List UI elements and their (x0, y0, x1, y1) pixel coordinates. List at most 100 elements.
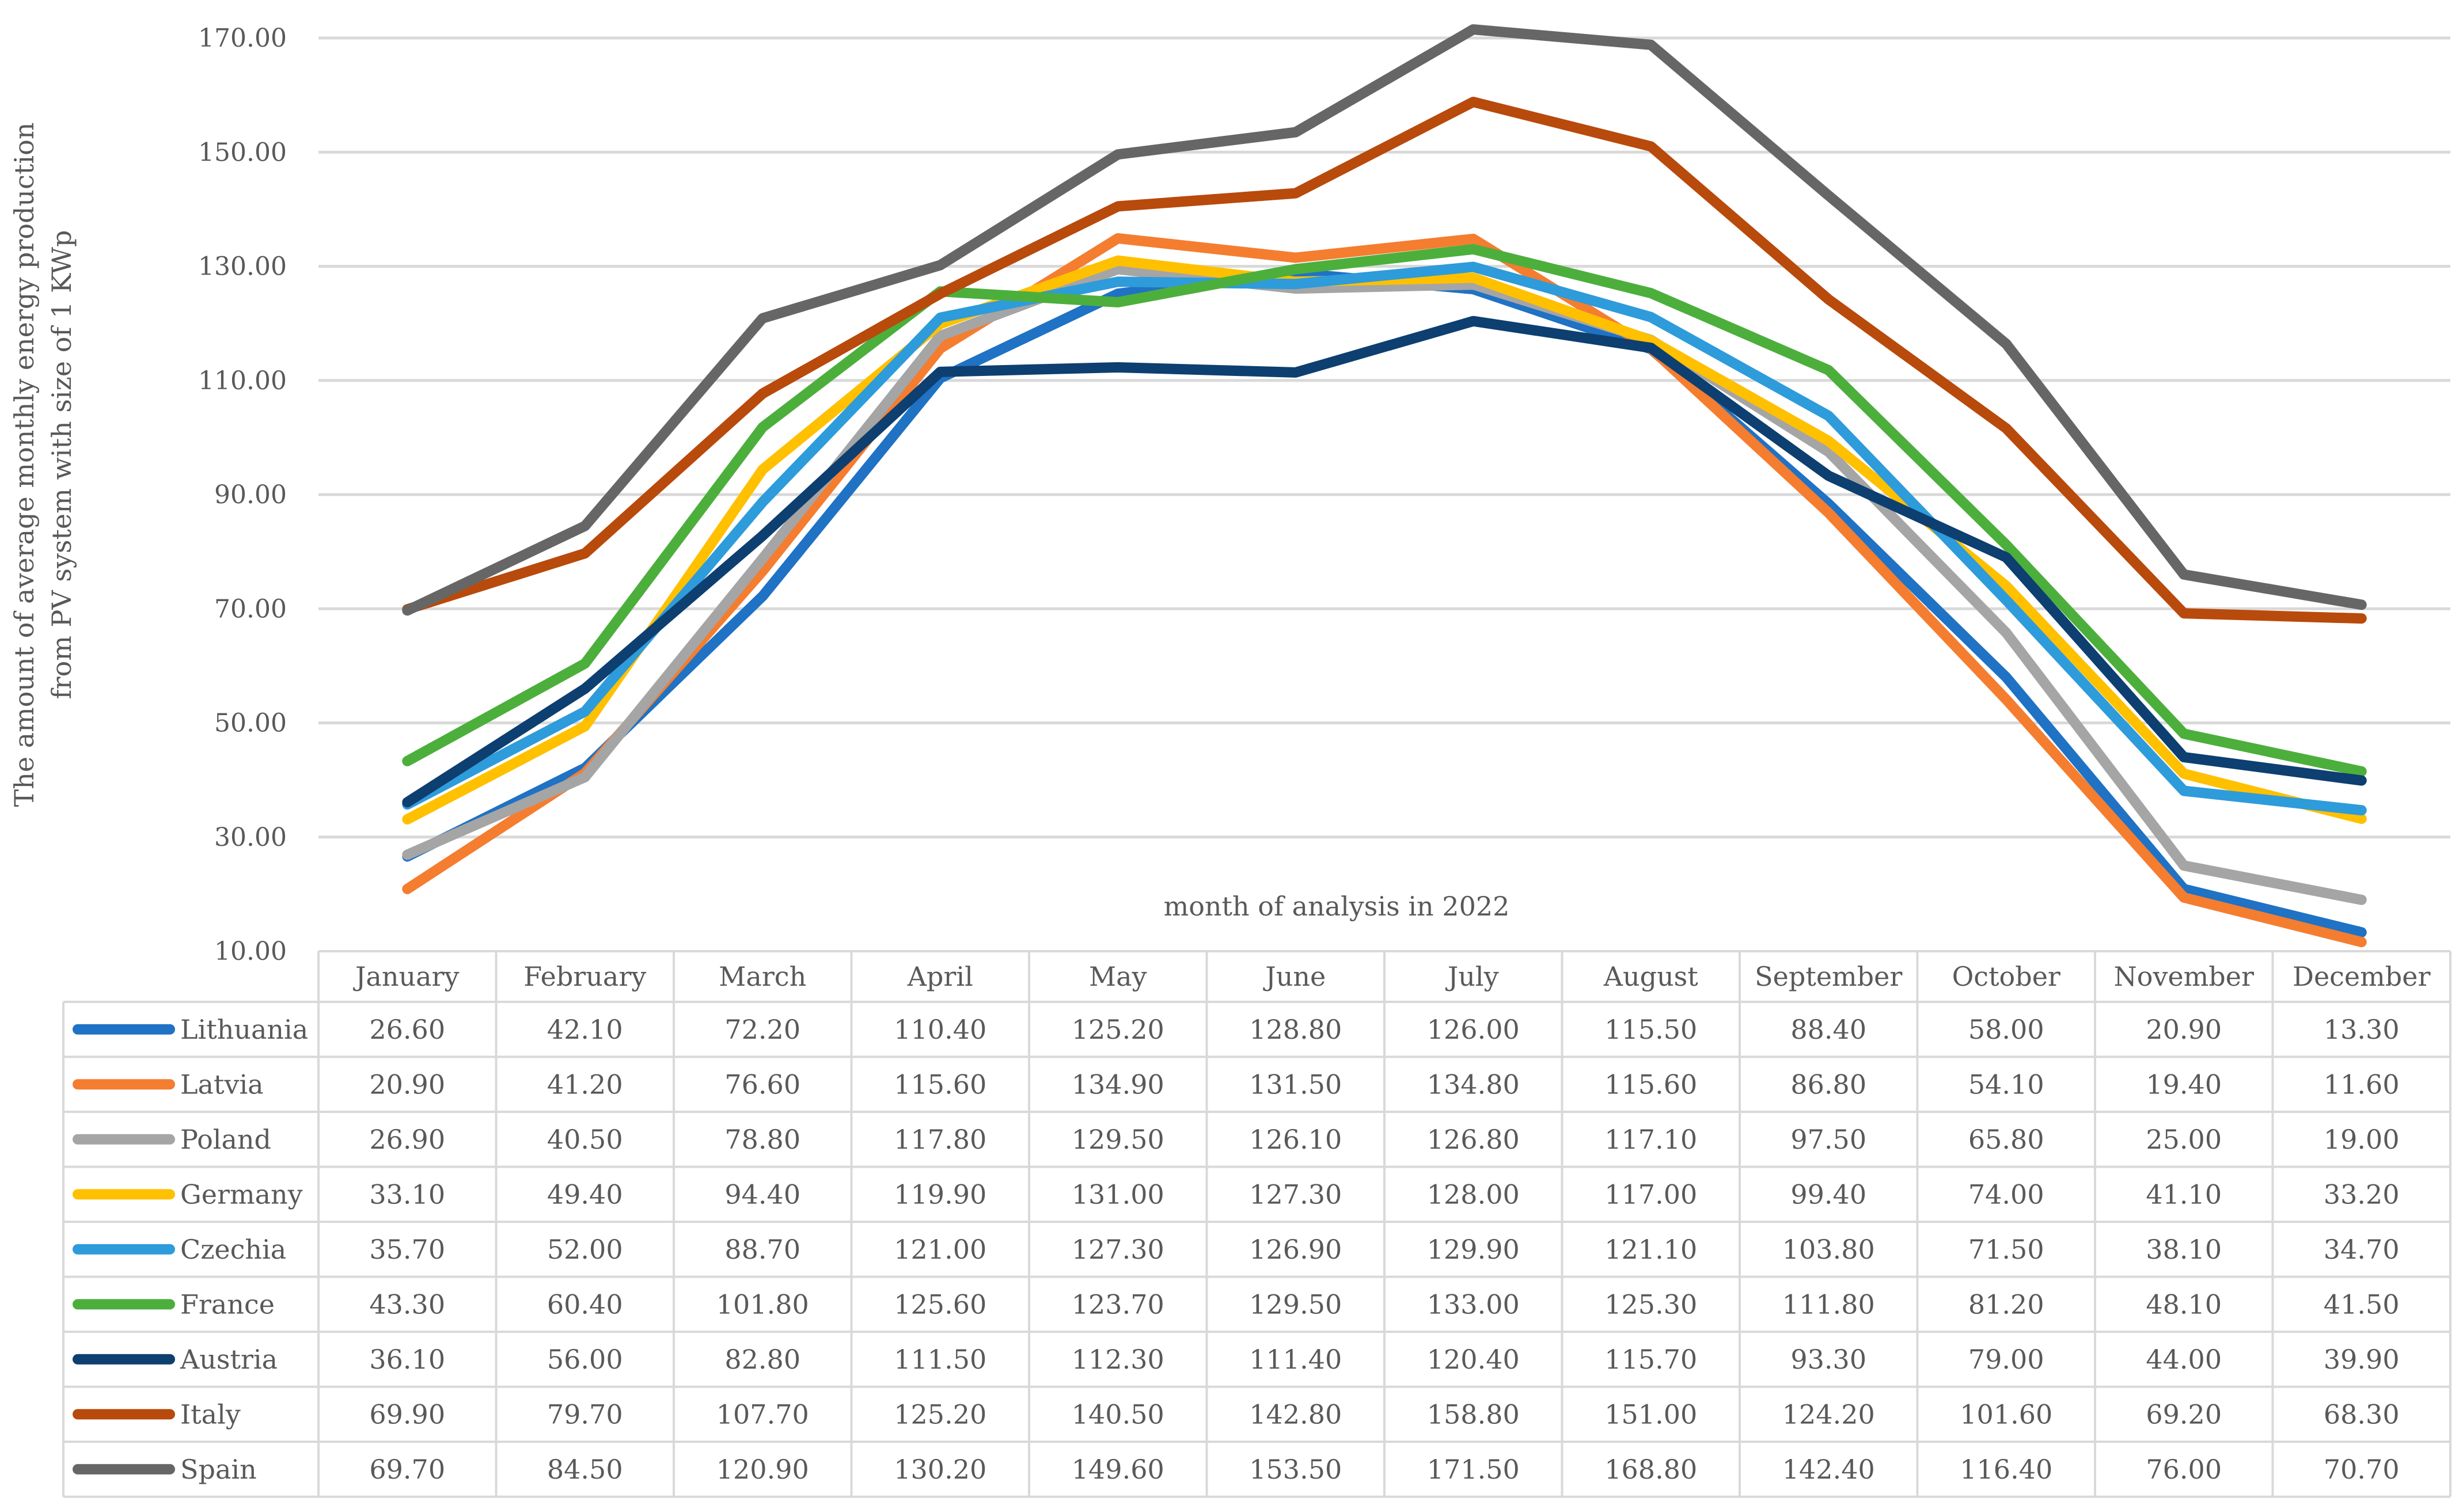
table-cell-value: 88.40 (1790, 1014, 1866, 1045)
table-cell-value: 129.90 (1427, 1234, 1520, 1265)
y-tick-label: 50.00 (214, 709, 287, 738)
table-cell-value: 71.50 (1968, 1234, 2044, 1265)
x-tick-label: March (719, 961, 806, 992)
table-cell-value: 103.80 (1782, 1234, 1875, 1265)
table-cell-value: 140.50 (1072, 1399, 1164, 1430)
table-cell-value: 168.80 (1604, 1454, 1697, 1485)
table-cell-value: 121.10 (1604, 1234, 1697, 1265)
table-cell-value: 134.90 (1072, 1069, 1164, 1100)
x-tick-label: September (1755, 961, 1902, 992)
table-cell-value: 52.00 (547, 1234, 623, 1265)
table-cell-value: 125.30 (1604, 1289, 1697, 1320)
table-cell-value: 131.50 (1249, 1069, 1342, 1100)
table-cell-value: 111.50 (894, 1344, 986, 1375)
data-table: January February March April May June July Augu… (62, 950, 2451, 1498)
y-axis-title: The amount of average monthly energy pro… (9, 123, 77, 807)
legend-label: Poland (180, 1124, 271, 1155)
legend-label: Austria (180, 1344, 278, 1375)
table-cell-value: 111.40 (1249, 1344, 1342, 1375)
x-tick-label: July (1445, 961, 1499, 992)
table-cell-value: 38.10 (2146, 1234, 2222, 1265)
y-axis-title-line: The amount of average monthly energy pro… (9, 123, 40, 807)
y-tick-label: 170.00 (198, 24, 287, 53)
series-lines (402, 24, 2367, 948)
series-line-lithuania (402, 268, 2367, 938)
table-cell-value: 142.80 (1249, 1399, 1342, 1430)
table-cell-value: 110.40 (894, 1014, 986, 1045)
x-axis-title: month of analysis in 2022 (1164, 891, 1510, 922)
series-line-czechia (402, 261, 2367, 816)
table-cell-value: 49.40 (547, 1179, 623, 1210)
table-cell-value: 58.00 (1968, 1014, 2044, 1045)
table-cell-value: 101.80 (716, 1289, 809, 1320)
x-tick-label: January (353, 961, 460, 992)
table-cell-value: 127.30 (1249, 1179, 1342, 1210)
y-tick-label: 90.00 (214, 480, 287, 510)
table-cell-value: 117.10 (1604, 1124, 1697, 1155)
table-cell-value: 84.50 (547, 1454, 623, 1485)
table-cell-value: 93.30 (1790, 1344, 1866, 1375)
y-tick-label: 10.00 (214, 937, 287, 966)
table-cell-value: 79.70 (547, 1399, 623, 1430)
table-cell-value: 79.00 (1968, 1344, 2044, 1375)
table-cell-value: 133.00 (1427, 1289, 1520, 1320)
table-cell-value: 69.90 (369, 1399, 445, 1430)
table-cell-value: 115.60 (1604, 1069, 1697, 1100)
table-cell-value: 123.70 (1072, 1289, 1164, 1320)
table-cell-value: 69.20 (2146, 1399, 2222, 1430)
table-cell-value: 40.50 (547, 1124, 623, 1155)
table-cell-value: 124.20 (1782, 1399, 1875, 1430)
table-cell-value: 125.60 (894, 1289, 986, 1320)
table-cell-value: 36.10 (369, 1344, 445, 1375)
table-cell-value: 39.90 (2324, 1344, 2400, 1375)
series-line-italy (402, 97, 2367, 624)
table-cell-value: 41.20 (547, 1069, 623, 1100)
table-cell-value: 20.90 (2146, 1014, 2222, 1045)
table-cell-value: 19.00 (2324, 1124, 2400, 1155)
table-cell-value: 69.70 (369, 1454, 445, 1485)
table-cell-value: 117.00 (1604, 1179, 1697, 1210)
table-cell-value: 117.80 (894, 1124, 986, 1155)
table-cell-value: 126.00 (1427, 1014, 1520, 1045)
table-cell-value: 97.50 (1790, 1124, 1866, 1155)
table-cell-value: 128.80 (1249, 1014, 1342, 1045)
table-cell-value: 94.40 (724, 1179, 800, 1210)
y-tick-label: 130.00 (198, 252, 287, 282)
table-cell-value: 129.50 (1249, 1289, 1342, 1320)
series-line-latvia (402, 233, 2367, 948)
table-cell-value: 131.00 (1072, 1179, 1164, 1210)
table-cell-value: 127.30 (1072, 1234, 1164, 1265)
table-cell-value: 101.60 (1960, 1399, 2052, 1430)
table-cell-value: 130.20 (894, 1454, 986, 1485)
series-line-austria (402, 316, 2367, 808)
table-cell-value: 125.20 (1072, 1014, 1164, 1045)
table-cell-value: 107.70 (716, 1399, 809, 1430)
x-tick-label: April (907, 961, 973, 992)
table-cell-value: 115.70 (1604, 1344, 1697, 1375)
table-cell-value: 120.90 (716, 1454, 809, 1485)
x-tick-label: November (2114, 961, 2254, 992)
table-cell-value: 158.80 (1427, 1399, 1520, 1430)
table-cell-value: 20.90 (369, 1069, 445, 1100)
y-axis-title-line: from PV system with size of 1 KWp (46, 230, 77, 700)
legend-label: Czechia (180, 1234, 286, 1265)
table-cell-value: 70.70 (2324, 1454, 2400, 1485)
table-cell-value: 25.00 (2146, 1124, 2222, 1155)
table-cell-value: 35.70 (369, 1234, 445, 1265)
table-cell-value: 11.60 (2324, 1069, 2400, 1100)
table-cell-value: 43.30 (369, 1289, 445, 1320)
series-line-france (402, 244, 2367, 777)
table-cell-value: 81.20 (1968, 1289, 2044, 1320)
table-cell-value: 54.10 (1968, 1069, 2044, 1100)
table-cell-value: 153.50 (1249, 1454, 1342, 1485)
x-tick-label: June (1263, 961, 1326, 992)
x-tick-label: August (1603, 961, 1699, 992)
table-cell-value: 128.00 (1427, 1179, 1520, 1210)
table-cell-value: 126.80 (1427, 1124, 1520, 1155)
table-cell-value: 33.20 (2324, 1179, 2400, 1210)
y-tick-label: 110.00 (198, 366, 287, 396)
table-cell-value: 78.80 (724, 1124, 800, 1155)
table-cell-value: 86.80 (1790, 1069, 1866, 1100)
legend-label: France (180, 1289, 275, 1320)
